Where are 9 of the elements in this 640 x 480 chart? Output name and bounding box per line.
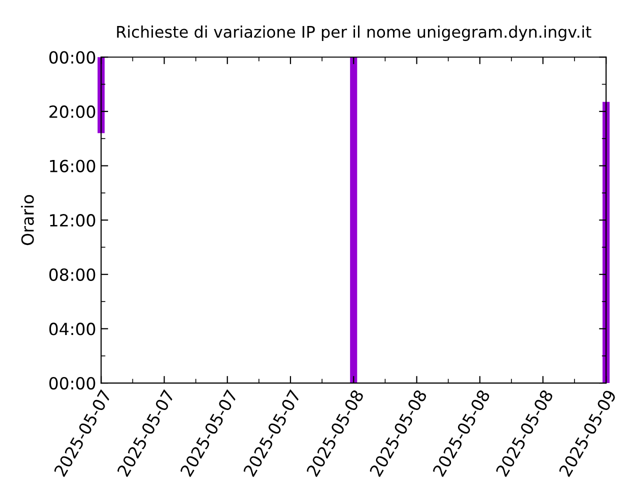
y-tick-label: 08:00 (49, 268, 96, 281)
y-tick-label: 16:00 (50, 160, 96, 172)
y-tick-label: 20:00 (49, 105, 96, 118)
y-tick-label: 00:00 (49, 377, 96, 390)
chart-title: Richieste di variazione IP per il nome unigegram.dyn.ingv.it (117, 26, 592, 41)
y-axis-title: Orario (20, 195, 34, 246)
y-tick-label: 04:00 (49, 322, 96, 336)
y-tick-label: 00:00 (49, 51, 96, 64)
y-tick-label: 12:00 (50, 214, 96, 227)
